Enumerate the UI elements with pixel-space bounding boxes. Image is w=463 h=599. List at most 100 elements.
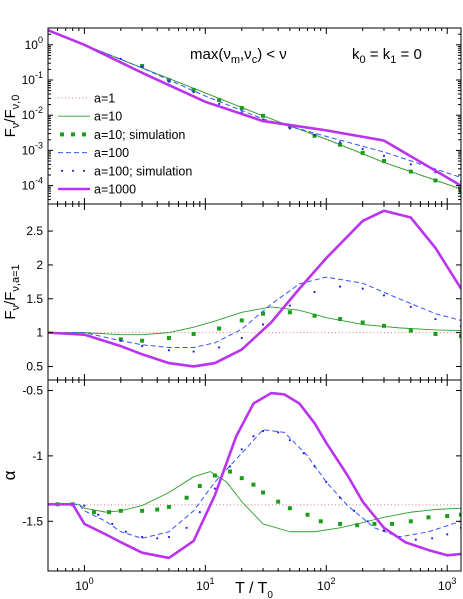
data-point bbox=[338, 141, 342, 144]
data-point bbox=[197, 483, 202, 488]
data-point bbox=[166, 504, 171, 509]
data-point bbox=[167, 80, 171, 83]
data-point bbox=[360, 320, 365, 325]
legend-label: a=100 bbox=[94, 146, 129, 160]
data-point bbox=[338, 285, 342, 288]
data-point bbox=[83, 504, 86, 507]
y-tick-label: 1.5 bbox=[26, 292, 43, 306]
legend-item-a-10: a=10 bbox=[58, 110, 122, 124]
series-a-100 bbox=[48, 276, 461, 349]
data-point bbox=[433, 331, 438, 336]
data-point bbox=[261, 311, 266, 316]
data-point bbox=[408, 519, 413, 524]
data-point bbox=[366, 520, 369, 523]
series-a-1000 bbox=[48, 391, 461, 560]
axes-frame bbox=[47, 379, 462, 572]
data-point bbox=[239, 106, 244, 111]
data-point bbox=[228, 469, 233, 474]
x-tick-label: 100 bbox=[75, 576, 93, 593]
data-point bbox=[239, 476, 244, 481]
data-point bbox=[124, 530, 127, 533]
series-group bbox=[48, 28, 461, 194]
legend-swatch bbox=[71, 169, 75, 172]
series-group bbox=[48, 209, 461, 368]
panel-middle: 0.5 1 1.5 2 2.5 Fν/Fν,a=1 bbox=[2, 203, 462, 381]
data-point bbox=[459, 512, 461, 517]
y-tick-label: -0.5 bbox=[22, 383, 43, 397]
data-point bbox=[155, 507, 160, 512]
data-point bbox=[167, 535, 171, 539]
panel-bottom: -0.5 -1 -1.5 α bbox=[0, 379, 462, 572]
data-point bbox=[252, 435, 255, 438]
data-point bbox=[261, 323, 265, 326]
data-point bbox=[313, 134, 316, 137]
data-point bbox=[140, 338, 145, 343]
legend-swatch bbox=[60, 132, 64, 137]
data-point bbox=[338, 521, 343, 526]
data-point bbox=[459, 334, 461, 338]
series-a-1000 bbox=[48, 209, 461, 368]
y-axis-label: Fν/Fν,a=1 bbox=[2, 264, 22, 319]
data-point bbox=[107, 510, 112, 515]
data-point bbox=[213, 487, 217, 490]
data-point bbox=[166, 336, 171, 341]
data-point bbox=[141, 345, 144, 348]
data-point bbox=[261, 490, 266, 495]
data-point bbox=[140, 508, 145, 513]
legend-label: a=10 bbox=[94, 110, 122, 124]
data-point bbox=[390, 521, 395, 526]
data-point bbox=[198, 511, 201, 514]
panel-top: 100 10-1 10-2 10-3 10-4 Fν/Fν,0 max(νm,νc) < ν… bbox=[2, 27, 462, 205]
data-point bbox=[218, 102, 221, 105]
data-point bbox=[276, 499, 281, 504]
data-point bbox=[212, 473, 217, 478]
data-point bbox=[305, 512, 310, 517]
data-point bbox=[91, 510, 96, 515]
data-point bbox=[261, 429, 265, 433]
legend-item-a-1000: a=1000 bbox=[58, 183, 136, 197]
data-point bbox=[312, 313, 317, 318]
data-point bbox=[217, 326, 222, 331]
data-point bbox=[97, 513, 100, 516]
data-point bbox=[434, 317, 437, 321]
y-tick-label: -1 bbox=[32, 449, 43, 463]
series-a-10 bbox=[48, 306, 461, 336]
data-point bbox=[409, 163, 412, 166]
data-point bbox=[318, 519, 323, 524]
data-point bbox=[287, 506, 292, 511]
legend-label: a=10; simulation bbox=[94, 128, 185, 142]
series-a-100-simulation bbox=[83, 429, 461, 541]
annotation-k-values: k0 = k1 = 0 bbox=[352, 46, 422, 66]
data-point bbox=[119, 57, 122, 60]
data-point bbox=[381, 323, 386, 328]
data-point bbox=[445, 514, 450, 519]
data-point bbox=[185, 526, 188, 529]
y-axis-label: α bbox=[0, 470, 19, 480]
data-point bbox=[288, 304, 291, 307]
data-point bbox=[361, 147, 364, 151]
data-point bbox=[118, 337, 123, 342]
data-point bbox=[184, 495, 189, 500]
y-tick-label: -1.5 bbox=[22, 514, 43, 528]
data-point bbox=[191, 87, 196, 92]
annotation-regime: max(νm,νc) < ν bbox=[190, 46, 287, 66]
y-tick-label: 2.5 bbox=[26, 224, 43, 238]
data-point bbox=[338, 317, 343, 322]
data-point bbox=[240, 448, 243, 451]
data-point bbox=[382, 154, 386, 157]
data-point bbox=[382, 529, 386, 532]
data-point bbox=[446, 533, 449, 536]
data-point bbox=[192, 91, 195, 94]
data-point bbox=[191, 331, 196, 336]
data-point bbox=[409, 305, 412, 308]
legend-swatch bbox=[71, 132, 75, 137]
data-point bbox=[381, 158, 386, 163]
data-point bbox=[288, 439, 291, 442]
y-tick-label: 0.5 bbox=[26, 359, 43, 373]
data-point bbox=[372, 521, 377, 526]
y-tick-label: 10-1 bbox=[22, 70, 43, 87]
data-point bbox=[431, 537, 434, 540]
y-tick-label: 2 bbox=[36, 258, 43, 272]
y-tick-label: 10-2 bbox=[22, 105, 43, 122]
